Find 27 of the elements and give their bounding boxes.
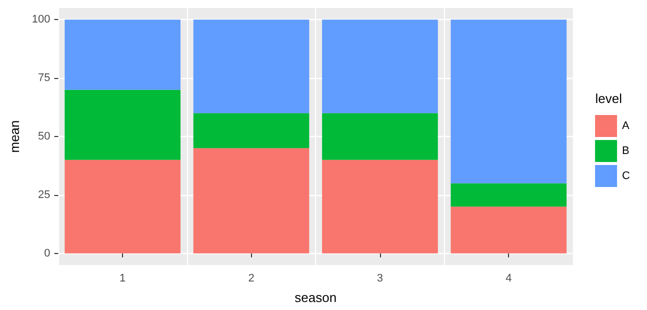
legend-title: level (595, 91, 622, 106)
bar (193, 113, 310, 148)
bar (322, 113, 438, 160)
bar (322, 20, 438, 114)
x-tick-label: 1 (120, 272, 126, 284)
legend-label: B (622, 145, 630, 157)
x-tick-label: 2 (248, 272, 254, 284)
y-tick-label: 25 (38, 188, 50, 201)
bar (450, 183, 567, 207)
x-tick-label: 3 (376, 272, 384, 284)
bar (193, 20, 310, 114)
bar (450, 206, 567, 254)
y-tick-label: 75 (38, 72, 50, 84)
bar (193, 148, 310, 254)
legend-label: C (622, 170, 630, 182)
y-axis-title: mean (7, 120, 22, 153)
bar (322, 160, 438, 254)
x-tick-label: 4 (506, 272, 512, 284)
bar (64, 90, 181, 160)
legend-label: A (622, 120, 630, 132)
y-tick-label: 50 (38, 130, 50, 142)
bar (450, 20, 567, 184)
y-tick-label: 100 (32, 14, 50, 26)
y-tick-label: 0 (44, 247, 50, 260)
x-axis-title: season (294, 290, 337, 305)
bar (64, 160, 181, 254)
bar (64, 20, 181, 90)
